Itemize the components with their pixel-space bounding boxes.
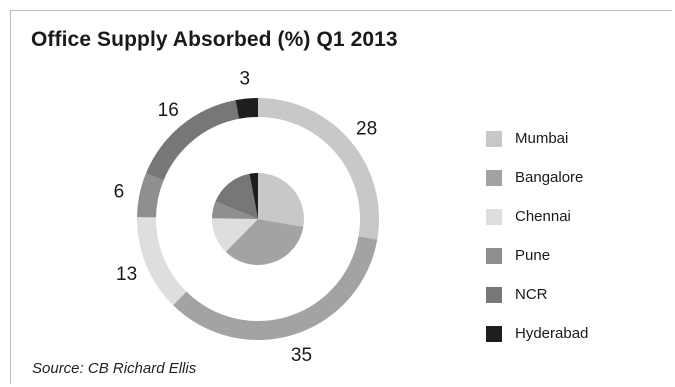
data-label-hyderabad: 3 — [239, 69, 250, 90]
chart-title: Office Supply Absorbed (%) Q1 2013 — [31, 28, 398, 51]
pie-slice-ncr — [215, 173, 258, 219]
legend-swatch — [486, 247, 502, 264]
legend-label: Pune — [515, 247, 551, 264]
legend-item-mumbai: Mumbai — [486, 119, 588, 158]
legend-swatch — [486, 286, 502, 303]
legend: Mumbai Bangalore Chennai Pune NCR Hyderabad — [486, 119, 588, 353]
legend-label: Chennai — [515, 208, 571, 225]
donut-slice-mumbai — [258, 98, 379, 240]
legend-item-chennai: Chennai — [486, 197, 588, 236]
legend-swatch — [486, 169, 502, 186]
chart-frame — [10, 10, 672, 384]
legend-label: NCR — [515, 286, 548, 303]
data-label-bangalore: 35 — [291, 345, 312, 366]
donut-slice-chennai — [137, 217, 187, 306]
legend-swatch — [486, 130, 502, 147]
pie-slice-hyderabad — [249, 173, 258, 219]
data-label-mumbai: 28 — [356, 119, 377, 140]
donut-slice-hyderabad — [235, 98, 258, 119]
data-label-pune: 6 — [114, 181, 125, 202]
legend-label: Hyderabad — [515, 325, 589, 342]
pie-slice-bangalore — [225, 219, 304, 266]
data-label-chennai: 13 — [116, 264, 137, 285]
pie-slice-mumbai — [258, 173, 305, 227]
pie-slice-chennai — [212, 218, 258, 252]
legend-swatch — [486, 208, 502, 225]
donut-slice-ncr — [146, 100, 240, 181]
pie-slice-pune — [212, 201, 258, 219]
donut-slice-bangalore — [173, 236, 378, 340]
donut-slice-pune — [137, 173, 164, 218]
legend-swatch — [486, 325, 502, 342]
legend-label: Mumbai — [515, 130, 569, 147]
legend-label: Bangalore — [515, 169, 584, 186]
legend-item-hyderabad: Hyderabad — [486, 314, 588, 353]
data-label-ncr: 16 — [158, 100, 179, 121]
legend-item-ncr: NCR — [486, 275, 588, 314]
source-note: Source: CB Richard Ellis — [32, 360, 197, 377]
legend-item-pune: Pune — [486, 236, 588, 275]
legend-item-bangalore: Bangalore — [486, 158, 588, 197]
